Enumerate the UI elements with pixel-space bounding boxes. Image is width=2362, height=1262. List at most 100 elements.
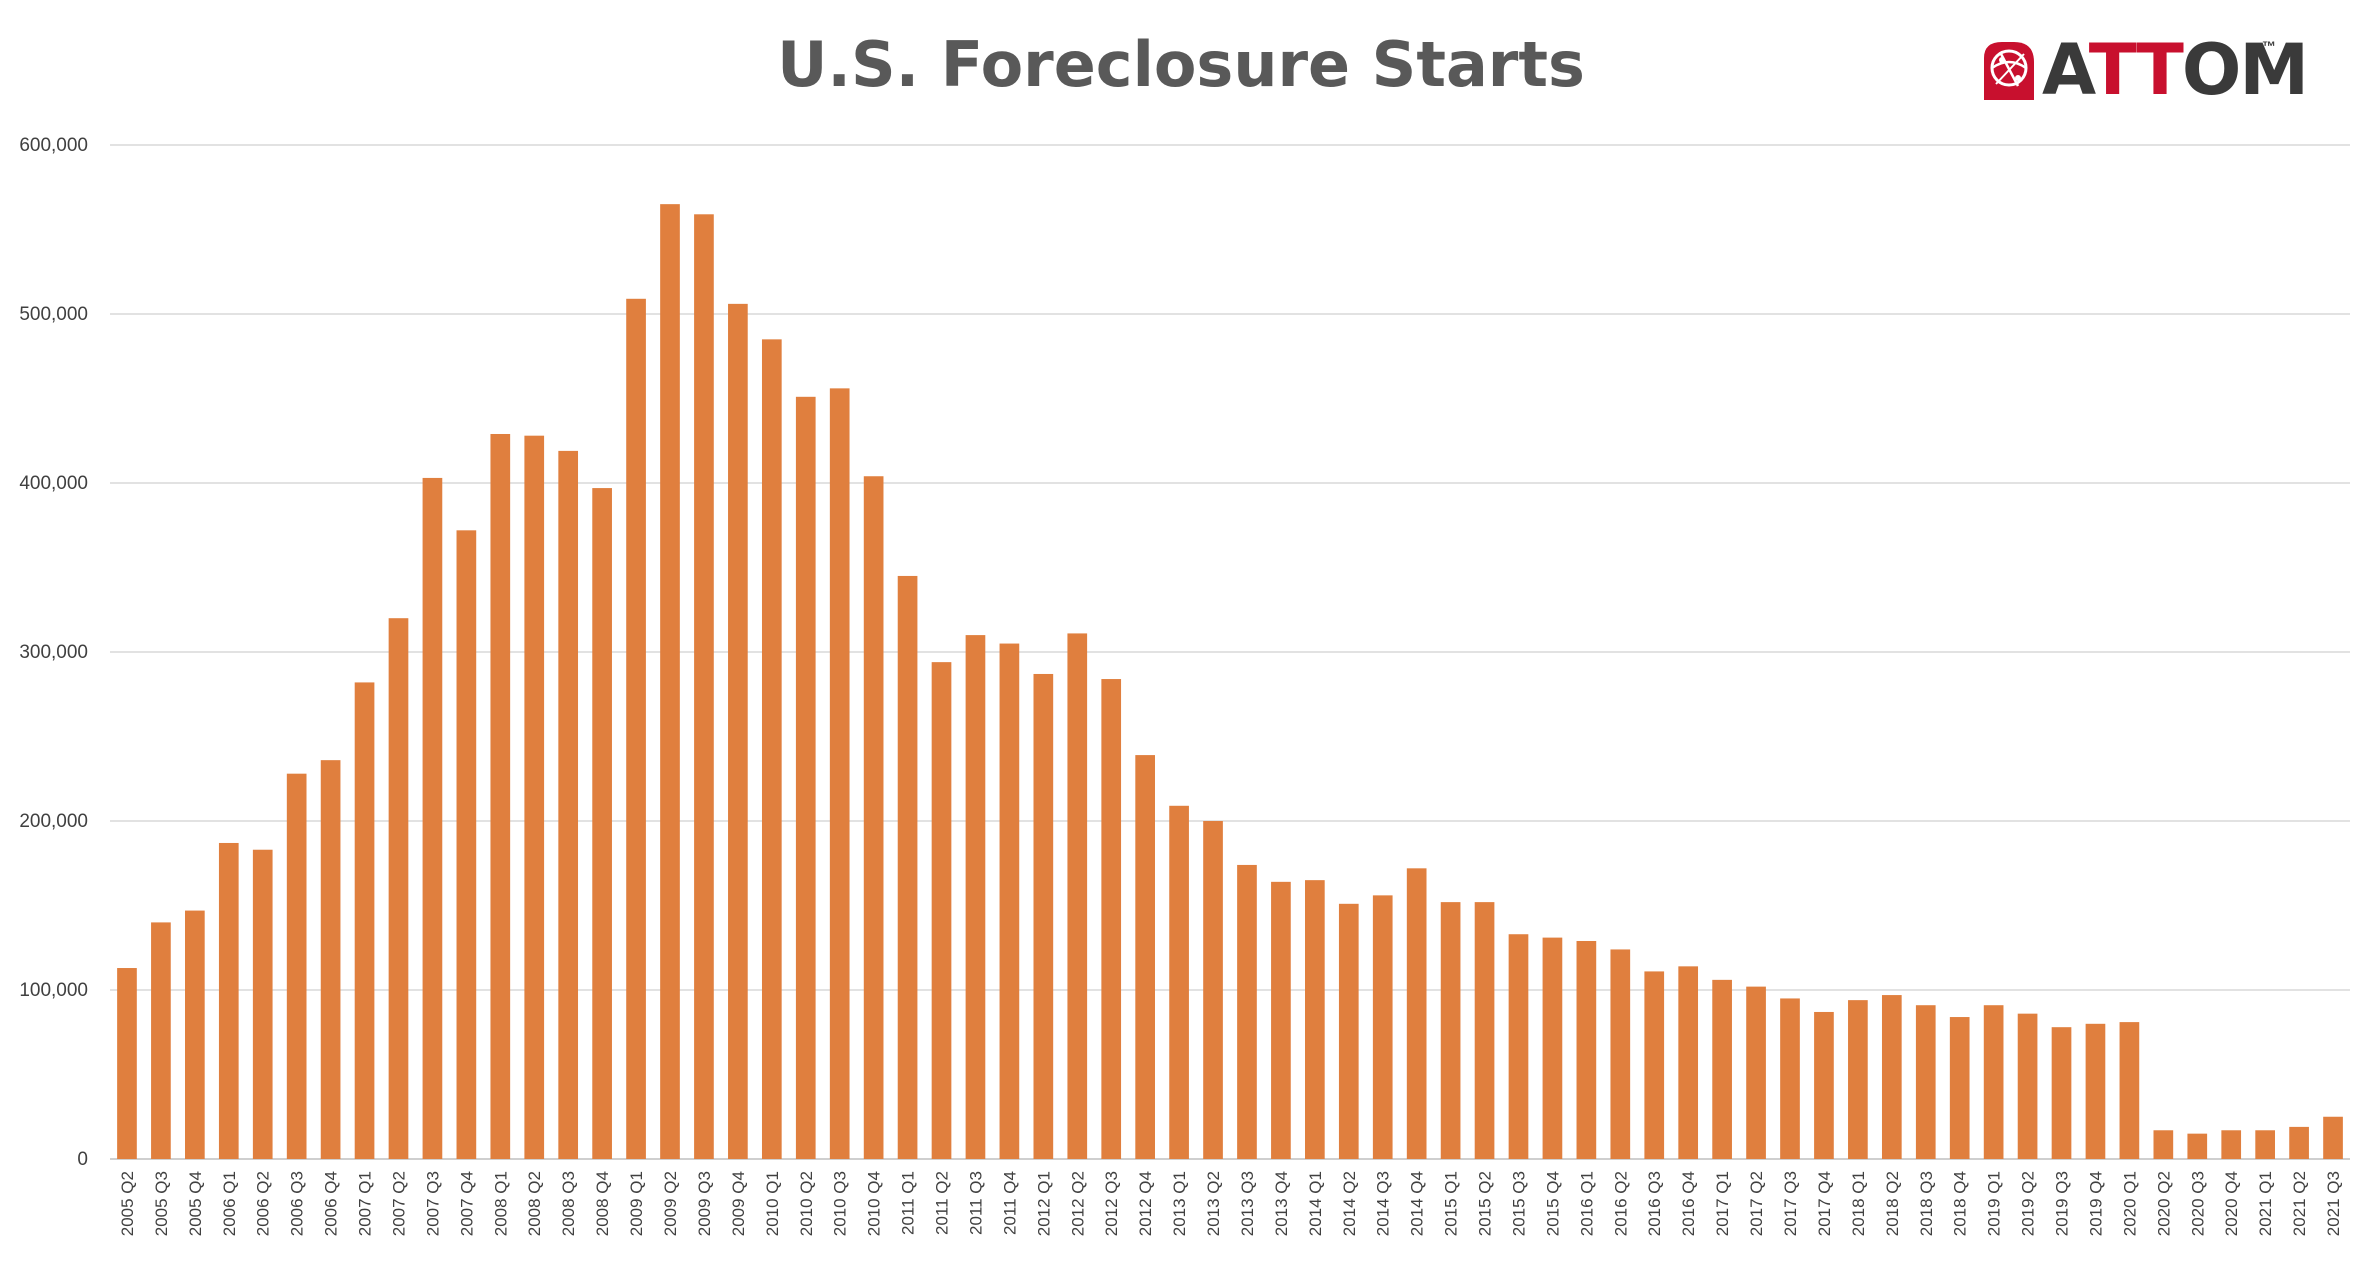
bar: [1067, 633, 1088, 1159]
bar: [728, 303, 748, 1159]
bar: [1101, 679, 1122, 1159]
x-tick-label: 2017 Q4: [1815, 1171, 1834, 1236]
bar: [795, 396, 816, 1159]
bar: [863, 476, 884, 1159]
bar: [490, 433, 511, 1159]
bar: [1169, 805, 1189, 1159]
x-tick-label: 2005 Q4: [186, 1171, 205, 1236]
bar: [1915, 1005, 1936, 1159]
x-tick-label: 2009 Q2: [661, 1171, 680, 1236]
bar: [354, 682, 375, 1159]
x-tick-label: 2018 Q3: [1917, 1171, 1936, 1236]
bar: [1610, 949, 1631, 1159]
bar: [1881, 995, 1902, 1159]
x-tick-label: 2010 Q1: [763, 1171, 782, 1236]
x-tick-label: 2005 Q3: [152, 1171, 171, 1236]
bar: [1406, 868, 1427, 1159]
x-tick-label: 2019 Q3: [2053, 1171, 2072, 1236]
trademark-symbol: ™: [2262, 38, 2276, 54]
x-tick-label: 2015 Q3: [1509, 1171, 1528, 1236]
x-tick-label: 2020 Q2: [2154, 1171, 2173, 1236]
bar: [1338, 903, 1359, 1159]
bar: [1678, 966, 1699, 1159]
bar: [1814, 1011, 1834, 1159]
attom-globe-icon: [1984, 42, 2034, 100]
bar: [1576, 940, 1597, 1159]
bar: [2323, 1116, 2343, 1159]
bar: [1644, 971, 1665, 1159]
bar: [2221, 1130, 2242, 1159]
x-tick-label: 2007 Q1: [356, 1171, 375, 1236]
x-tick-label: 2014 Q1: [1306, 1171, 1325, 1236]
bar: [2289, 1126, 2309, 1159]
bar: [592, 488, 612, 1159]
bar: [456, 530, 477, 1159]
bar: [252, 849, 273, 1159]
bar: [151, 922, 171, 1159]
x-tick-label: 2009 Q3: [695, 1171, 714, 1236]
chart-title: U.S. Foreclosure Starts: [777, 28, 1585, 101]
x-tick-label: 2016 Q3: [1645, 1171, 1664, 1236]
bar: [2255, 1130, 2275, 1159]
y-tick-label: 0: [77, 1149, 88, 1170]
bar: [286, 773, 307, 1159]
bar: [1440, 902, 1461, 1159]
x-tick-label: 2006 Q1: [220, 1171, 239, 1236]
x-tick-label: 2018 Q1: [1849, 1171, 1868, 1236]
x-tick-label: 2016 Q1: [1577, 1171, 1596, 1236]
x-tick-label: 2008 Q2: [525, 1171, 544, 1236]
bar: [660, 204, 680, 1159]
bar: [558, 450, 579, 1159]
bar: [1848, 1000, 1868, 1159]
x-tick-label: 2013 Q4: [1272, 1171, 1291, 1236]
bar: [761, 339, 782, 1160]
x-tick-label: 2006 Q4: [322, 1171, 341, 1236]
x-tick-label: 2007 Q3: [423, 1171, 442, 1236]
x-tick-label: 2007 Q2: [389, 1171, 408, 1236]
x-tick-label: 2014 Q3: [1374, 1171, 1393, 1236]
bar: [117, 968, 137, 1159]
x-tick-label: 2012 Q2: [1068, 1171, 1087, 1236]
x-tick-label: 2020 Q3: [2188, 1171, 2207, 1236]
bar: [1474, 902, 1495, 1159]
x-tick-label: 2013 Q2: [1204, 1171, 1223, 1236]
x-tick-label: 2005 Q2: [118, 1171, 137, 1236]
bar: [1542, 937, 1563, 1159]
bar: [1780, 998, 1800, 1159]
bar: [2051, 1027, 2072, 1159]
bar: [999, 643, 1020, 1159]
x-tick-label: 2021 Q1: [2256, 1171, 2275, 1236]
bar: [1135, 755, 1155, 1159]
bar: [2119, 1022, 2140, 1159]
x-tick-label: 2014 Q2: [1340, 1171, 1359, 1236]
y-tick-label: 100,000: [19, 980, 88, 1001]
x-tick-label: 2015 Q2: [1476, 1171, 1495, 1236]
x-tick-label: 2008 Q4: [593, 1171, 612, 1236]
x-tick-label: 2012 Q3: [1102, 1171, 1121, 1236]
x-tick-label: 2011 Q1: [899, 1171, 918, 1235]
bar: [1271, 881, 1291, 1159]
x-tick-label: 2008 Q1: [491, 1171, 510, 1236]
x-tick-label: 2012 Q4: [1136, 1171, 1155, 1236]
bar: [2085, 1023, 2106, 1159]
x-tick-label: 2014 Q4: [1408, 1171, 1427, 1236]
y-axis-ticks: 0 100,000 200,000 300,000 400,000 500,000 600,…: [19, 135, 88, 1170]
x-tick-label: 2010 Q3: [831, 1171, 850, 1236]
x-tick-label: 2011 Q3: [966, 1171, 985, 1235]
bar: [218, 842, 239, 1159]
bar: [1372, 895, 1393, 1159]
x-tick-label: 2011 Q4: [1000, 1171, 1019, 1235]
x-axis-ticks: 2005 Q2 2005 Q3 2005 Q4 2006 Q1 2006 Q2 2006 …: [118, 1171, 2343, 1236]
x-tick-label: 2011 Q2: [933, 1171, 952, 1235]
x-tick-label: 2006 Q3: [288, 1171, 307, 1236]
bar: [1508, 934, 1529, 1159]
bar: [1033, 673, 1054, 1159]
y-tick-label: 400,000: [19, 473, 88, 494]
bar: [1203, 821, 1223, 1159]
gridlines: [110, 144, 2350, 1160]
x-tick-label: 2020 Q4: [2222, 1171, 2241, 1236]
x-tick-label: 2016 Q4: [1679, 1171, 1698, 1236]
bar: [2187, 1133, 2208, 1159]
bar: [626, 298, 646, 1159]
